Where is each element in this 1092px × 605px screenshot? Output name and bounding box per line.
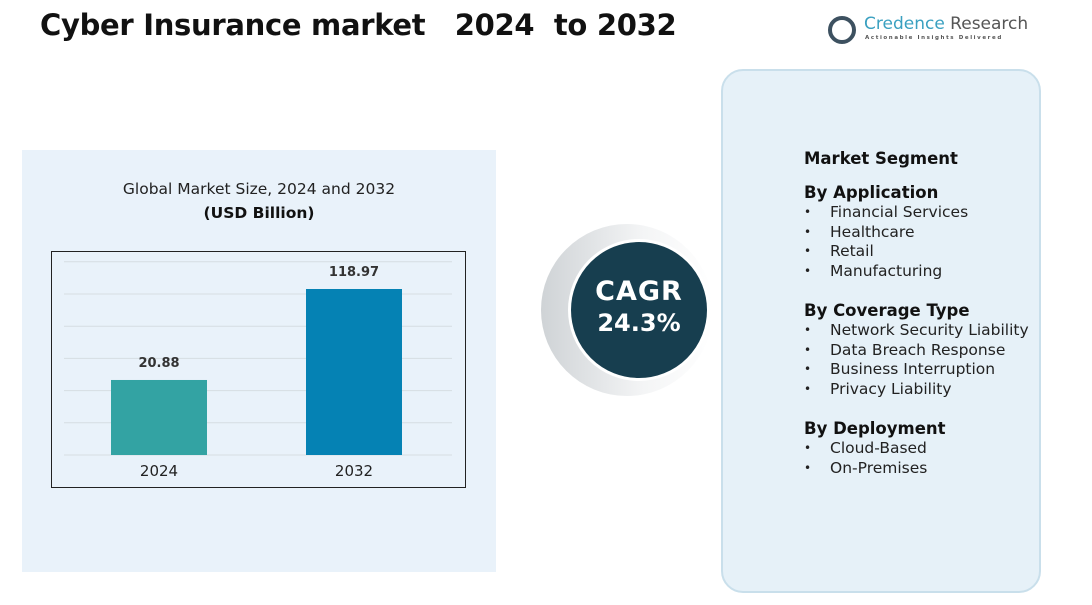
bar-2032 [306,289,402,455]
segment-group: By DeploymentCloud-BasedOn-Premises [804,419,1039,478]
x-tick-label: 2024 [140,462,178,480]
credence-research-logo: Credence Research Actionable Insights De… [828,14,1028,46]
segment-item: Privacy Liability [804,380,1039,400]
cagr-label: CAGR [595,276,683,307]
segment-item: Cloud-Based [804,439,1039,459]
bar-chart-svg: 20.88 2024 118.97 2032 [64,261,452,480]
page-title: Cyber Insurance market 2024 to 2032 [40,8,677,42]
segment-item: On-Premises [804,459,1039,479]
segment-item: Business Interruption [804,360,1039,380]
bar-chart: 20.88 2024 118.97 2032 [51,251,466,488]
data-label: 20.88 [138,356,179,371]
logo-name-b: Research [944,14,1029,34]
segment-group-title: By Application [804,183,939,202]
market-segment-panel: Market Segment By ApplicationFinancial S… [721,69,1041,593]
data-label: 118.97 [329,265,379,280]
segment-group-title: By Coverage Type [804,301,970,320]
segment-item: Financial Services [804,203,1039,223]
x-tick-label: 2032 [335,462,373,480]
cagr-value: 24.3% [597,309,681,337]
segment-group: By Coverage TypeNetwork Security Liabili… [804,301,1039,399]
logo-tagline: Actionable Insights Delivered [865,35,1003,41]
cagr-badge: CAGR 24.3% [568,239,710,381]
segment-item: Network Security Liability [804,321,1039,341]
segment-item: Healthcare [804,223,1039,243]
segment-list: Cloud-BasedOn-Premises [804,439,1039,478]
bar-2024 [111,379,207,455]
segment-item: Manufacturing [804,262,1039,282]
segment-list: Financial ServicesHealthcareRetailManufa… [804,203,1039,281]
logo-name-a: Credence [864,14,945,34]
market-size-panel: Global Market Size, 2024 and 2032 (USD B… [22,150,496,572]
segment-list: Network Security LiabilityData Breach Re… [804,321,1039,399]
chart-unit: (USD Billion) [203,204,315,222]
segment-heading: Market Segment [804,149,958,168]
chart-title: Global Market Size, 2024 and 2032 [122,180,396,198]
segment-group-title: By Deployment [804,419,946,438]
segment-item: Retail [804,242,1039,262]
logo-chart-icon [828,16,856,44]
segment-item: Data Breach Response [804,341,1039,361]
segment-group: By ApplicationFinancial ServicesHealthca… [804,183,1039,281]
